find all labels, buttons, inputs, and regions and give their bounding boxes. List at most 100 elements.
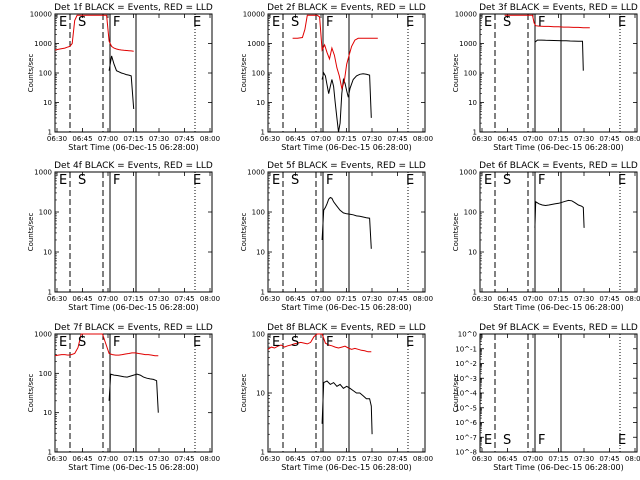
y-tick-label: 1 [48, 129, 52, 137]
x-tick-label: 07:45 [174, 135, 194, 143]
y-tick-label: 100 [464, 209, 477, 217]
plot-frame [267, 171, 426, 293]
y-tick-label: 10^-3 [455, 375, 477, 383]
y-tick-label: 10^-7 [455, 434, 477, 442]
y-tick-label: 1000 [247, 40, 265, 48]
x-tick-label: 07:15 [548, 135, 568, 143]
series-lld-line [267, 333, 372, 353]
plot-frame [479, 13, 638, 133]
event-marker-label: S [78, 335, 86, 350]
x-tick-label: 06:45 [497, 295, 517, 303]
y-tick-label: 1 [261, 289, 265, 297]
y-tick-label: 100 [252, 70, 265, 78]
x-tick-label: 08:00 [413, 455, 433, 463]
series-events-line [534, 39, 584, 71]
x-tick-label: 07:00 [98, 455, 118, 463]
y-tick-label: 1000 [459, 169, 477, 177]
y-tick-label: 10 [43, 249, 52, 257]
event-marker-label: E [59, 335, 67, 350]
x-tick-label: 06:30 [47, 135, 67, 143]
x-tick-label: 07:45 [387, 135, 407, 143]
y-tick-label: 100 [252, 209, 265, 217]
plot-frame [267, 13, 426, 133]
y-axis-label: Counts/sec [240, 54, 248, 93]
y-tick-label: 10^-1 [455, 345, 477, 353]
event-marker-label: E [618, 15, 626, 30]
x-tick-label: 07:15 [548, 295, 568, 303]
y-tick-label: 10^-6 [455, 419, 477, 427]
x-tick-label: 07:30 [149, 455, 169, 463]
y-tick-label: 10 [256, 390, 265, 398]
event-marker-label: E [272, 15, 280, 30]
x-tick-label: 06:45 [497, 455, 517, 463]
panel-1: Det 1f BLACK = Events, RED = LLD 1 10 100 10… [27, 3, 220, 152]
event-marker-label: F [538, 173, 545, 188]
x-tick-label: 06:30 [260, 455, 280, 463]
event-marker-label: E [193, 173, 201, 188]
x-tick-label: 07:45 [599, 455, 619, 463]
x-tick-label: 06:30 [260, 295, 280, 303]
y-tick-label: 10 [468, 249, 477, 257]
event-marker-label: F [538, 15, 545, 30]
series-events-line [321, 380, 373, 435]
series-events-line [321, 196, 372, 249]
plot-frame [54, 13, 213, 133]
panel-title: Det 7f BLACK = Events, RED = LLD [54, 323, 213, 333]
x-tick-label: 06:30 [472, 295, 492, 303]
y-tick-label: 1 [48, 449, 52, 457]
y-tick-label: 100 [39, 370, 52, 378]
x-tick-label: 07:00 [98, 135, 118, 143]
x-tick-label: 07:15 [336, 135, 356, 143]
event-marker-label: F [538, 433, 545, 448]
panel-title: Det 5f BLACK = Events, RED = LLD [267, 161, 426, 171]
event-marker-label: E [193, 15, 201, 30]
y-tick-label: 1000 [34, 169, 52, 177]
event-marker-label: E [618, 433, 626, 448]
x-tick-label: 07:15 [123, 455, 143, 463]
event-marker-label: F [113, 173, 120, 188]
y-axis-label: Counts/sec [27, 54, 35, 93]
event-marker-label: E [272, 335, 280, 350]
event-marker-label: S [78, 15, 86, 30]
y-tick-label: 10^-5 [455, 404, 477, 412]
y-tick-label: 1 [473, 129, 477, 137]
series-events-line [108, 373, 159, 413]
x-tick-label: 08:00 [625, 135, 640, 143]
panel-5: Det 5f BLACK = Events, RED = LLD 1 10 100 10… [240, 161, 433, 312]
panel-3: Det 3f BLACK = Events, RED = LLD 1 10 100 10… [452, 3, 640, 152]
event-marker-label: E [406, 335, 414, 350]
x-tick-label: 07:00 [523, 455, 543, 463]
series-lld-line [504, 14, 590, 29]
x-axis-label: Start Time (06-Dec-15 06:28:00) [281, 143, 412, 152]
x-axis-label: Start Time (06-Dec-15 06:28:00) [493, 303, 624, 312]
event-marker-label: S [503, 433, 511, 448]
series-events-line [108, 55, 135, 110]
y-tick-label: 10^-4 [455, 390, 477, 398]
y-tick-label: 10 [43, 409, 52, 417]
x-tick-label: 06:30 [260, 135, 280, 143]
series-events-line [321, 71, 372, 133]
event-marker-label: S [291, 335, 299, 350]
y-tick-label: 10000 [243, 11, 265, 19]
panel-8: Det 8f BLACK = Events, RED = LLD 1 10 100 06… [240, 323, 433, 472]
x-tick-label: 08:00 [200, 455, 220, 463]
event-marker-label: E [59, 15, 67, 30]
y-tick-label: 1 [261, 129, 265, 137]
event-marker-label: F [326, 335, 333, 350]
x-tick-label: 07:00 [311, 455, 331, 463]
event-marker-label: E [484, 15, 492, 30]
x-tick-label: 07:15 [123, 135, 143, 143]
x-tick-label: 07:45 [174, 455, 194, 463]
panel-4: Det 4f BLACK = Events, RED = LLD 1 10 100 10… [27, 161, 220, 312]
y-axis-label: Counts/sec [452, 213, 460, 252]
x-tick-label: 07:00 [311, 295, 331, 303]
panel-title: Det 6f BLACK = Events, RED = LLD [479, 161, 638, 171]
series-lld-line [292, 14, 378, 91]
panel-title: Det 3f BLACK = Events, RED = LLD [479, 3, 638, 13]
panel-2: Det 2f BLACK = Events, RED = LLD 1 10 100 10… [240, 3, 433, 152]
y-tick-label: 10^-2 [455, 360, 477, 368]
x-tick-label: 06:45 [285, 455, 305, 463]
event-marker-label: F [113, 335, 120, 350]
y-tick-label: 100 [39, 209, 52, 217]
event-marker-label: E [484, 173, 492, 188]
